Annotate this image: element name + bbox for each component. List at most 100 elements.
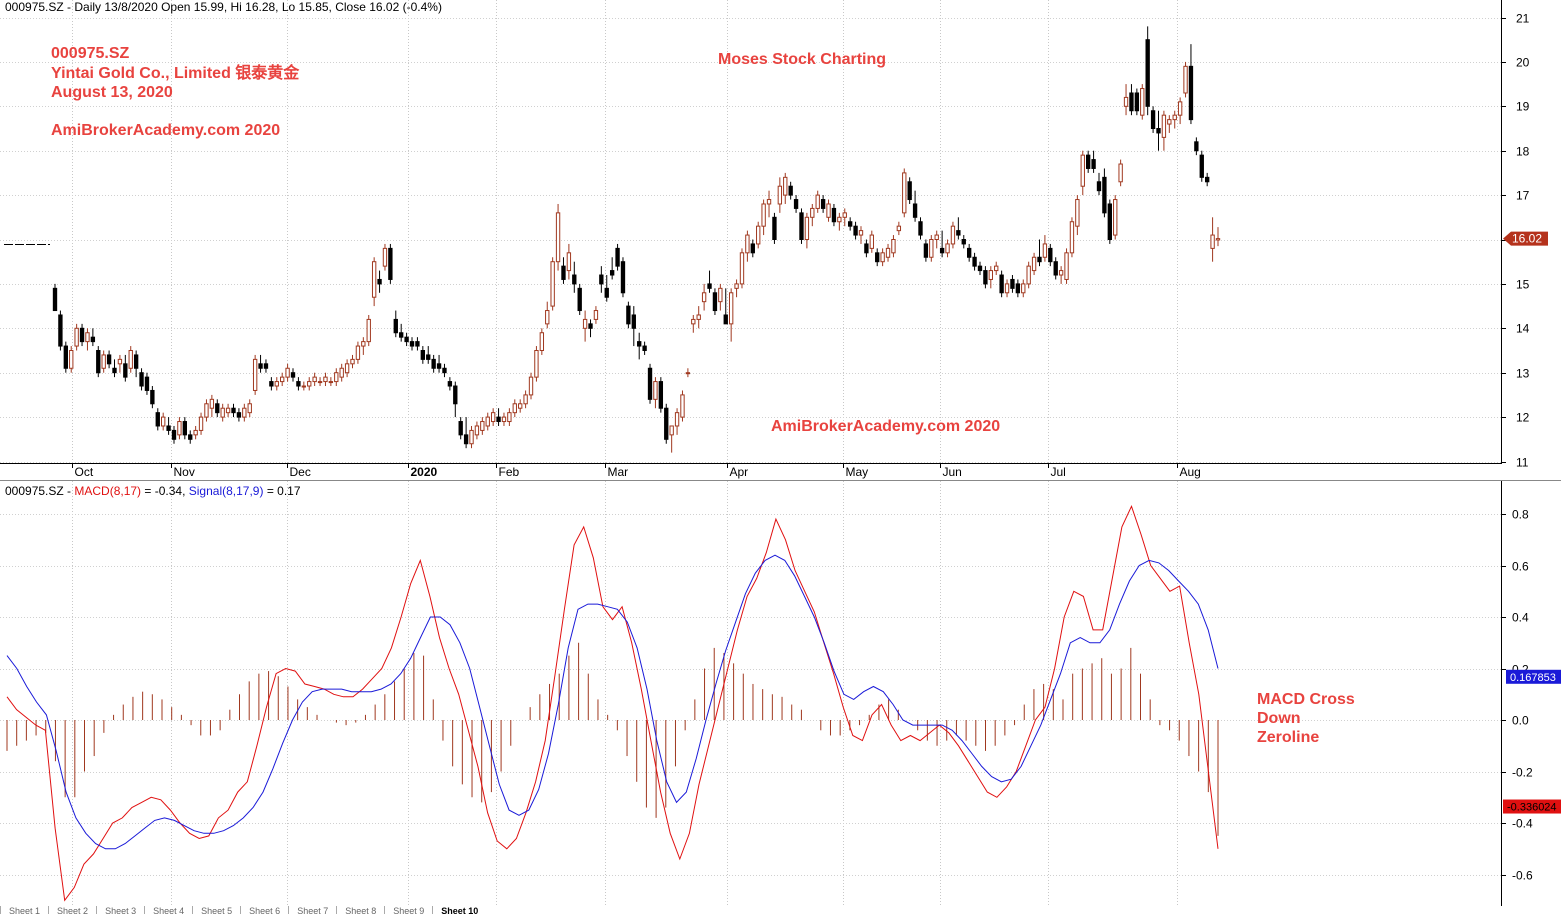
candle-body [604, 287, 609, 298]
candle-body [1080, 154, 1085, 187]
candle-body [572, 274, 577, 285]
candle-body [880, 252, 885, 263]
sheet-tab[interactable]: Sheet 9 [384, 906, 432, 914]
sheet-tab[interactable]: Sheet 7 [288, 906, 336, 914]
candle-body [371, 261, 377, 298]
candle-body [317, 381, 323, 384]
candle-body [539, 332, 545, 351]
candle-body [923, 243, 929, 258]
candle-body [680, 394, 685, 418]
candle-body [274, 381, 279, 387]
candle-body [366, 318, 371, 343]
candle-body [820, 199, 826, 209]
candle-body [1150, 110, 1156, 129]
candle-body [128, 350, 133, 369]
candle-body [707, 283, 712, 289]
candle-body [1004, 283, 1010, 294]
candle-body [734, 283, 739, 289]
macd-y-tick-label: -0.6 [1512, 869, 1533, 883]
candle-body [1167, 119, 1172, 125]
candle-body [561, 265, 566, 280]
annotation-ticker: 000975.SZ [51, 45, 130, 62]
candle-body [85, 332, 90, 343]
x-tick-label: Jun [943, 465, 962, 479]
macd-y-tick-label: 0.0 [1512, 714, 1529, 728]
candle-body [258, 363, 263, 369]
candle-body [177, 421, 182, 436]
candle-body [252, 358, 258, 391]
candle-body [555, 212, 561, 263]
price-y-tick-label: 11 [1516, 456, 1529, 470]
candle-body [1140, 88, 1145, 116]
candle-body [615, 247, 620, 267]
candle-body [528, 376, 534, 396]
sheet-tab[interactable]: Sheet 8 [336, 906, 384, 914]
candle-body [496, 416, 501, 423]
candle-body [328, 381, 334, 384]
sheet-tab[interactable]: Sheet 2 [48, 906, 96, 914]
candle-body [582, 318, 588, 329]
candle-body [788, 185, 793, 196]
candle-body [280, 376, 285, 383]
sheet-tab[interactable]: Sheet 5 [192, 906, 240, 914]
candle-body [512, 403, 517, 414]
candle-body [994, 265, 999, 272]
candle-body [831, 207, 837, 223]
candle-body [756, 225, 761, 245]
candle-body [182, 421, 188, 436]
candle-body [225, 407, 231, 414]
candle-body [269, 381, 274, 387]
candle-body [939, 247, 945, 254]
candle-body [144, 376, 150, 391]
candle-body [653, 381, 658, 400]
annotation-date: August 13, 2020 [51, 84, 173, 101]
candle-body [793, 199, 799, 209]
candle-body [480, 421, 485, 431]
sheet-tab-active[interactable]: Sheet 10 [432, 906, 486, 914]
candle-body [728, 292, 734, 325]
candle-body [599, 274, 604, 285]
candle-body [209, 398, 215, 409]
candle-body [761, 203, 766, 227]
candle-body [198, 416, 204, 431]
sheet-tab[interactable]: Sheet 6 [240, 906, 288, 914]
candle-body [420, 350, 426, 360]
candle-body [79, 327, 85, 343]
candle-body [123, 363, 128, 378]
candle-body [463, 434, 469, 445]
candle-body [637, 341, 642, 347]
candle-body [1123, 96, 1129, 107]
sheet-tab[interactable]: Sheet 4 [144, 906, 192, 914]
candle-body [442, 367, 447, 374]
candle-body [977, 265, 983, 272]
candle-body [193, 429, 198, 436]
candle-body [377, 278, 382, 285]
sheet-tab[interactable]: Sheet 1 [0, 906, 48, 914]
candle-body [875, 252, 880, 263]
candle-body [290, 372, 296, 378]
price-y-tick-label: 18 [1516, 145, 1530, 159]
candle-body [150, 389, 155, 405]
candle-body [588, 323, 593, 329]
price-y-tick-label: 15 [1516, 278, 1530, 292]
candle-body [339, 367, 344, 378]
candle-body [204, 403, 209, 418]
candle-body [902, 172, 907, 214]
candle-body [631, 314, 636, 329]
x-tick-label: 2020 [411, 465, 438, 479]
candle-body [490, 412, 496, 423]
macd-pane-title: 000975.SZ - MACD(8,17) = -0.34, Signal(8… [5, 484, 301, 498]
candle-body [799, 212, 804, 240]
candle-body [1194, 141, 1199, 152]
candle-body [355, 345, 361, 360]
candle-body [609, 270, 615, 276]
candle-body [301, 385, 307, 388]
candle-body [956, 230, 961, 236]
candle-body [593, 310, 599, 320]
candle-body [1102, 176, 1107, 214]
macd-prefix: 000975.SZ - [5, 484, 75, 498]
candle-body [247, 403, 252, 414]
candle-body [1010, 278, 1015, 289]
sheet-tab[interactable]: Sheet 3 [96, 906, 144, 914]
